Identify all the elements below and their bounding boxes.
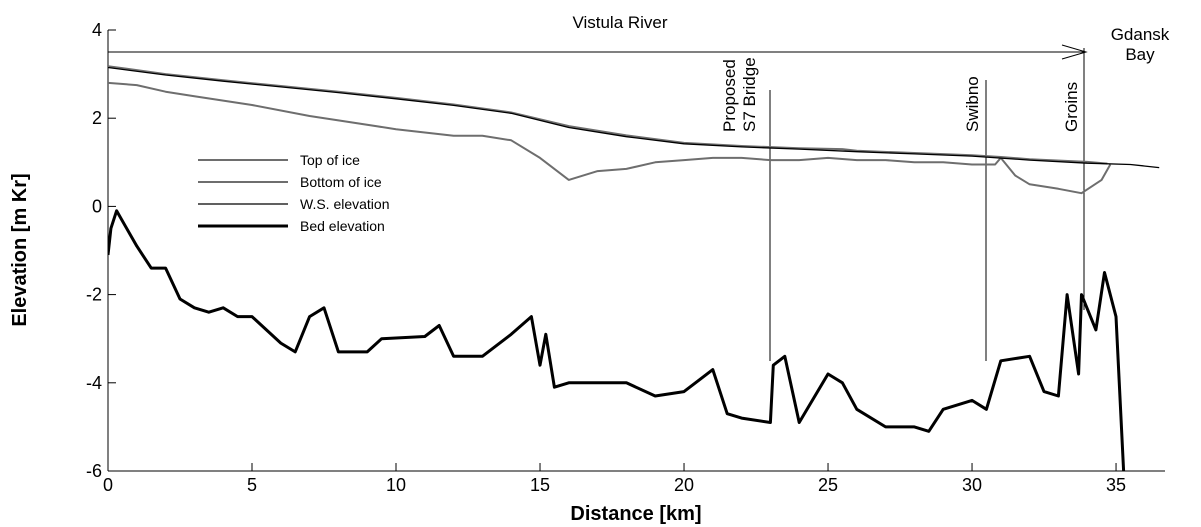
annotation: Groins	[1062, 82, 1081, 132]
x-tick-label: 20	[674, 475, 694, 495]
plot-area	[108, 65, 1160, 471]
series-line	[108, 209, 1126, 471]
x-tick-label: 5	[247, 475, 257, 495]
legend-label: Bottom of ice	[300, 174, 382, 190]
legend-label: W.S. elevation	[300, 196, 390, 212]
y-tick-label: 4	[92, 20, 102, 40]
series-line	[108, 81, 1112, 195]
y-tick-label: -2	[86, 285, 102, 305]
y-tick-label: 2	[92, 108, 102, 128]
x-axis-title: Distance [km]	[570, 503, 701, 525]
x-tick-label: 25	[818, 475, 838, 495]
annotation: Swibno	[963, 76, 982, 132]
x-tick-label: 0	[103, 475, 113, 495]
y-tick-label: 0	[92, 196, 102, 216]
series-line	[108, 66, 1160, 169]
annotation: Proposed	[720, 59, 739, 132]
annotation: Vistula River	[572, 13, 667, 32]
series-line	[108, 65, 1108, 165]
x-tick-label: 10	[386, 475, 406, 495]
legend-label: Top of ice	[300, 152, 360, 168]
x-tick-label: 30	[962, 475, 982, 495]
x-tick-label: 15	[530, 475, 550, 495]
y-axis-title: Elevation [m Kr]	[9, 173, 31, 326]
legend-label: Bed elevation	[300, 218, 385, 234]
y-tick-label: -4	[86, 373, 102, 393]
annotation: Gdansk	[1111, 25, 1170, 44]
arrow-head	[1061, 44, 1088, 60]
annotation: Bay	[1125, 45, 1155, 64]
x-tick-label: 35	[1106, 475, 1126, 495]
annotation: S7 Bridge	[740, 57, 759, 132]
y-tick-label: -6	[86, 461, 102, 481]
